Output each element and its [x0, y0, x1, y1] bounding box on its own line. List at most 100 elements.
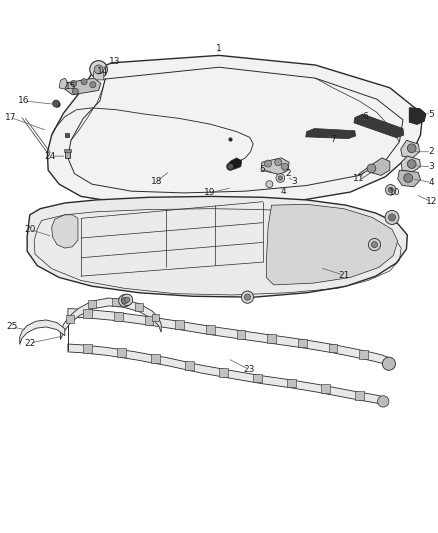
Bar [151, 354, 160, 363]
Text: 12: 12 [426, 197, 437, 206]
Circle shape [275, 159, 282, 166]
Bar [253, 374, 261, 383]
Circle shape [119, 295, 131, 307]
Text: 16: 16 [18, 96, 30, 106]
Bar [152, 313, 159, 321]
Text: 14: 14 [97, 67, 109, 76]
Text: 5: 5 [428, 110, 434, 118]
Circle shape [407, 159, 416, 168]
Text: 18: 18 [151, 176, 162, 185]
Bar [185, 361, 194, 370]
Circle shape [378, 395, 389, 407]
Text: 15: 15 [65, 82, 77, 91]
Polygon shape [354, 114, 404, 138]
Circle shape [385, 211, 399, 224]
Polygon shape [52, 215, 78, 248]
Bar [206, 325, 215, 334]
Circle shape [281, 163, 288, 170]
Polygon shape [398, 170, 420, 187]
Polygon shape [60, 298, 161, 340]
Bar [287, 378, 296, 387]
Bar [359, 350, 368, 359]
Circle shape [53, 100, 60, 107]
Circle shape [276, 174, 285, 182]
Polygon shape [266, 204, 398, 285]
Circle shape [90, 82, 96, 88]
Text: 24: 24 [45, 151, 56, 160]
Bar [145, 316, 153, 325]
Bar [267, 334, 276, 343]
Text: 11: 11 [353, 174, 365, 183]
Bar [66, 314, 74, 322]
FancyBboxPatch shape [93, 71, 104, 80]
Polygon shape [59, 78, 68, 89]
Polygon shape [65, 78, 101, 95]
Circle shape [265, 160, 272, 167]
Circle shape [371, 241, 378, 248]
Text: 1: 1 [216, 44, 222, 53]
Bar [175, 320, 184, 329]
Bar [298, 338, 307, 348]
Circle shape [121, 294, 133, 305]
Bar [88, 300, 96, 308]
Text: 10: 10 [389, 189, 401, 197]
Polygon shape [27, 197, 407, 297]
Polygon shape [261, 158, 289, 174]
Circle shape [407, 144, 416, 152]
Bar [117, 349, 126, 357]
Bar [135, 303, 143, 311]
Circle shape [90, 61, 107, 78]
Bar [83, 344, 92, 353]
Circle shape [72, 88, 78, 94]
Circle shape [382, 357, 396, 370]
Circle shape [244, 294, 251, 300]
Polygon shape [47, 55, 423, 206]
Text: 20: 20 [24, 225, 35, 234]
Bar [64, 149, 71, 152]
Polygon shape [401, 156, 420, 172]
Bar [355, 391, 364, 400]
Bar [65, 150, 70, 158]
Bar [237, 330, 245, 338]
Text: 21: 21 [338, 271, 350, 280]
Text: 13: 13 [109, 57, 120, 66]
Bar [328, 344, 337, 352]
Text: 2: 2 [286, 169, 291, 178]
Bar [321, 384, 329, 393]
Polygon shape [306, 128, 356, 139]
Bar [83, 309, 92, 318]
Circle shape [385, 184, 396, 195]
Text: 19: 19 [204, 189, 215, 197]
Circle shape [367, 164, 376, 173]
Polygon shape [410, 108, 426, 124]
Bar [114, 312, 123, 320]
Circle shape [388, 187, 393, 192]
Text: 23: 23 [243, 365, 254, 374]
Text: 5: 5 [259, 165, 265, 174]
Text: 6: 6 [363, 112, 369, 121]
Text: 2: 2 [429, 147, 434, 156]
Polygon shape [401, 140, 420, 158]
Text: 25: 25 [7, 322, 18, 332]
Circle shape [81, 78, 87, 85]
Text: 3: 3 [428, 162, 434, 171]
Polygon shape [20, 320, 65, 344]
Circle shape [389, 214, 396, 221]
Circle shape [94, 65, 103, 74]
Polygon shape [68, 309, 389, 366]
Polygon shape [370, 158, 390, 175]
Text: 17: 17 [5, 113, 17, 122]
Text: 4: 4 [429, 178, 434, 187]
Circle shape [71, 80, 77, 86]
Text: 3: 3 [291, 176, 297, 185]
Circle shape [404, 174, 413, 182]
Circle shape [124, 297, 130, 302]
Polygon shape [229, 158, 242, 169]
Bar [112, 298, 120, 306]
Bar [219, 368, 228, 377]
Text: 7: 7 [330, 135, 336, 144]
Circle shape [122, 297, 128, 304]
Circle shape [278, 176, 283, 180]
Text: 4: 4 [281, 187, 286, 196]
Text: 22: 22 [24, 338, 35, 348]
